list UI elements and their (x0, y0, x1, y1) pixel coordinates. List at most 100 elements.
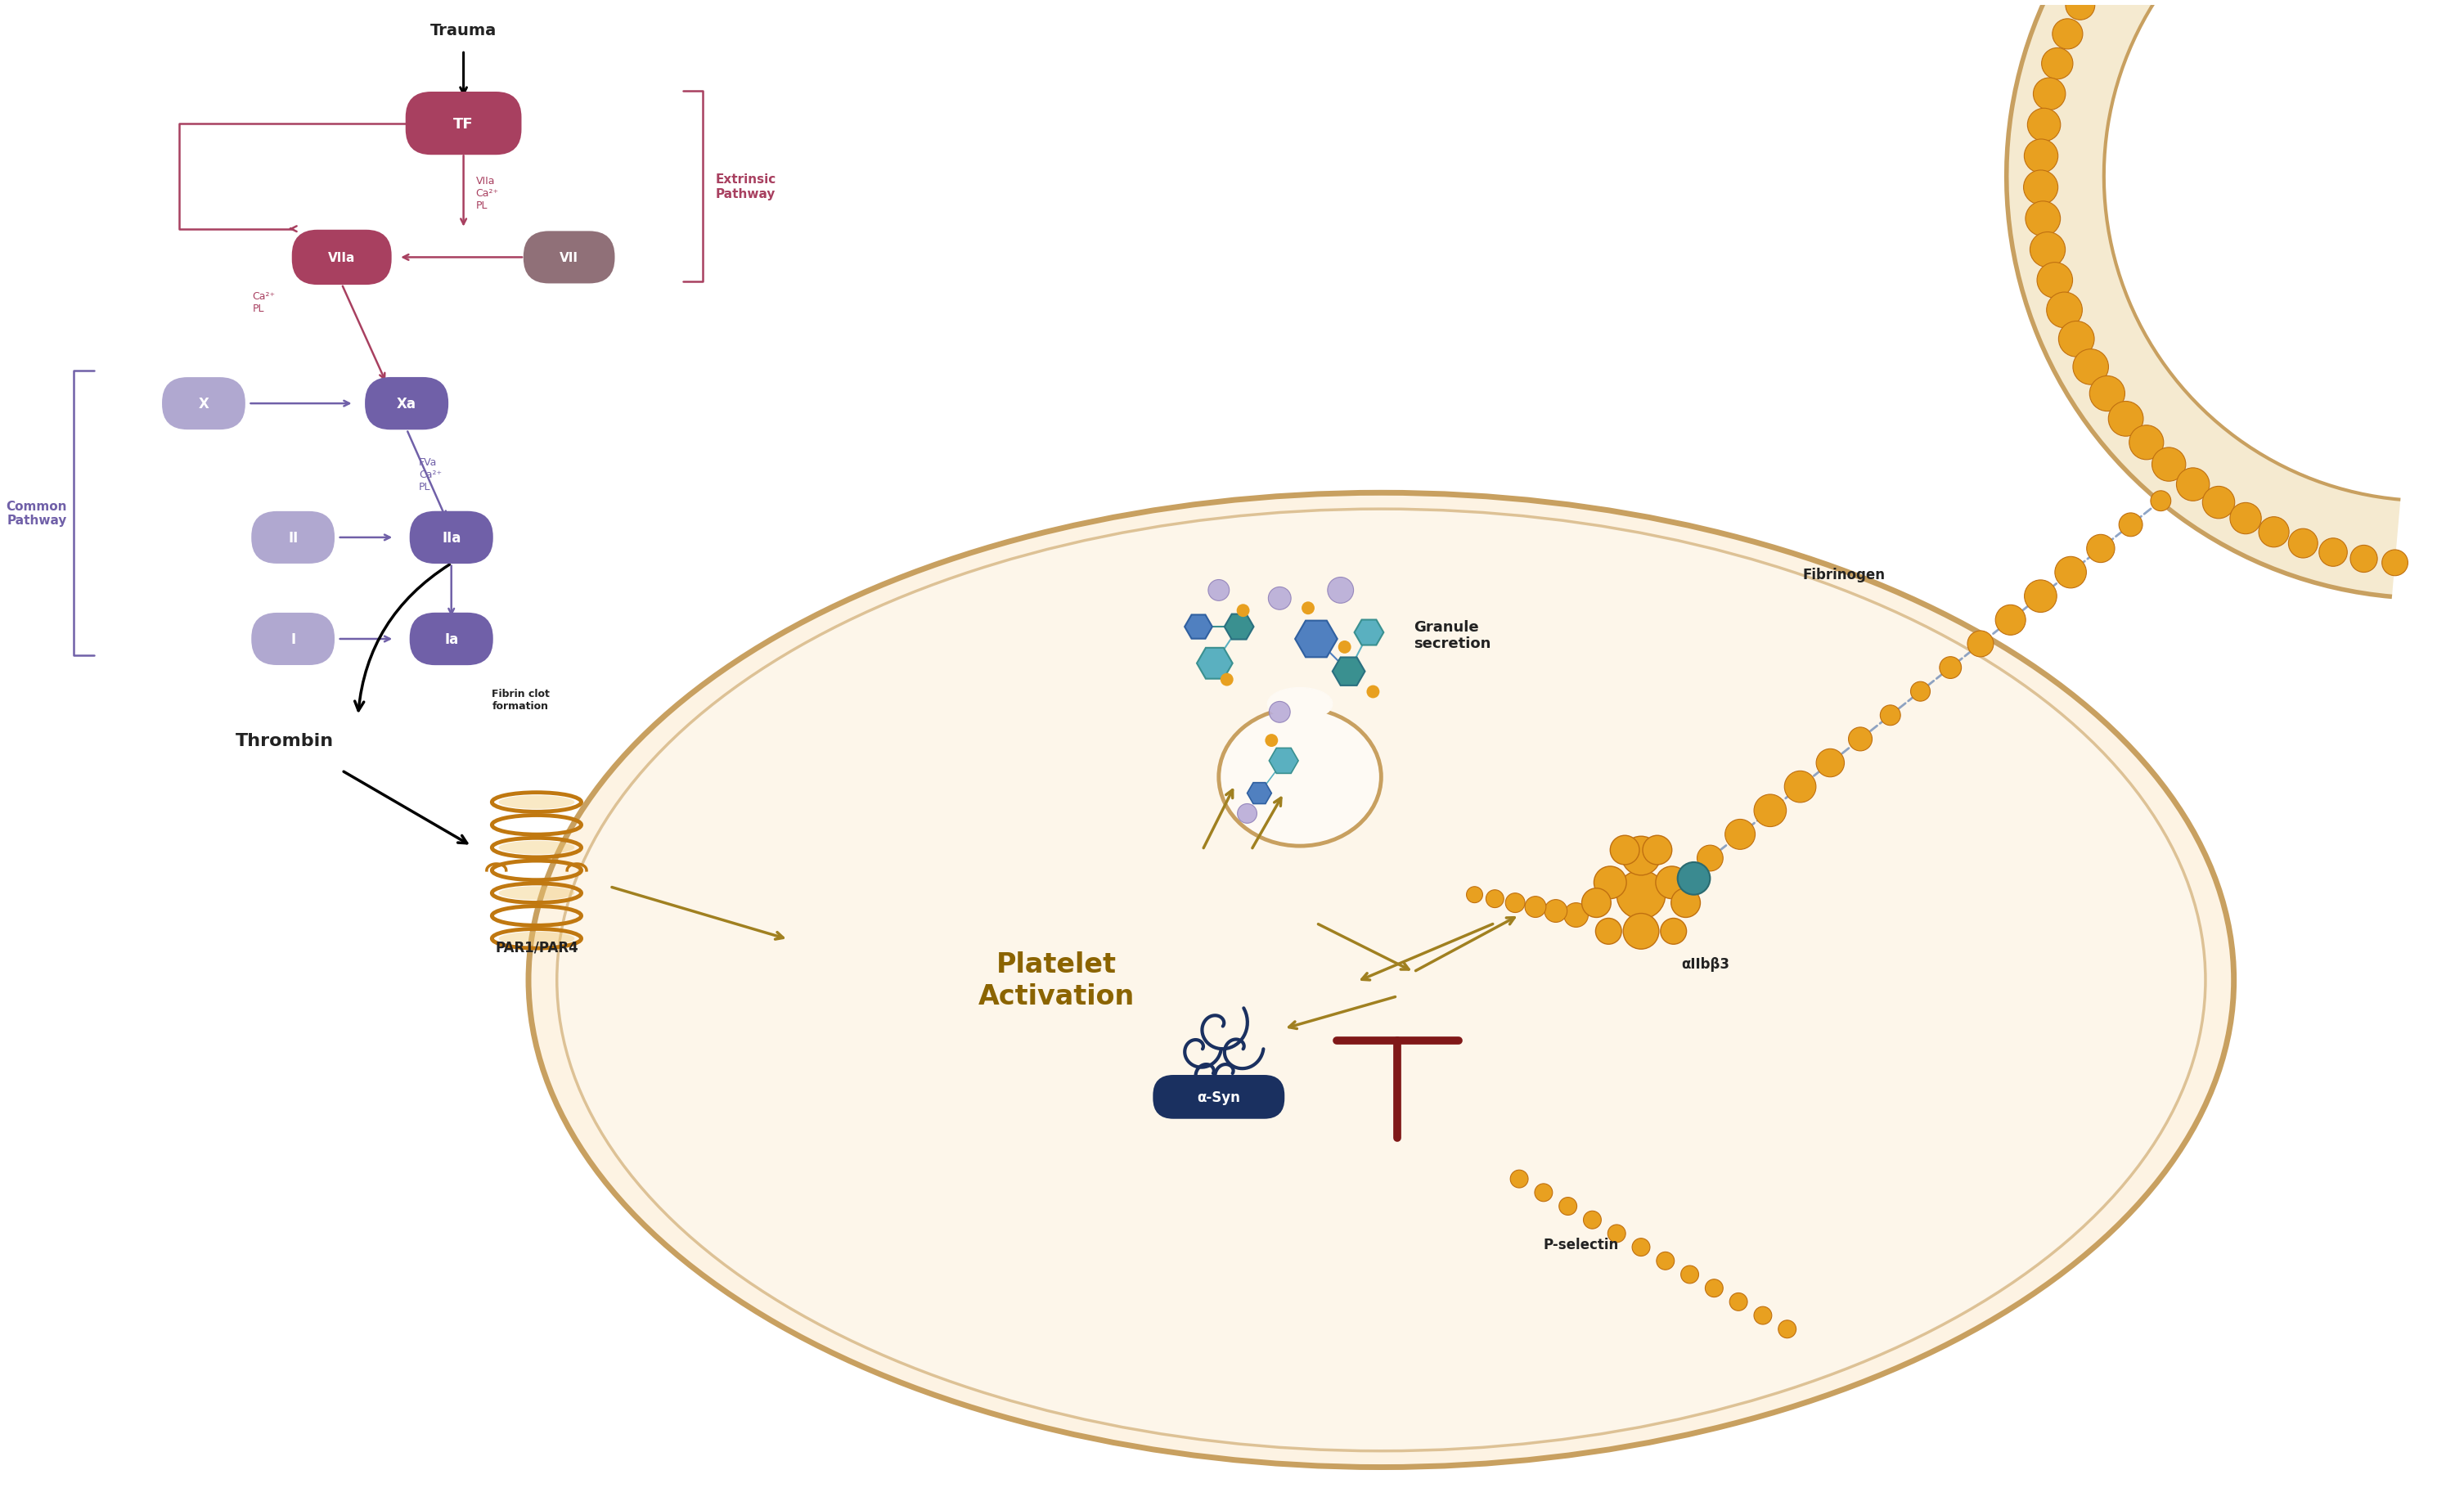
Circle shape (1939, 657, 1961, 680)
Circle shape (2048, 293, 2082, 328)
Circle shape (1996, 605, 2025, 636)
Polygon shape (1247, 783, 1271, 804)
Circle shape (1624, 913, 1658, 949)
FancyBboxPatch shape (251, 614, 333, 665)
Text: Xa: Xa (397, 397, 416, 412)
FancyBboxPatch shape (525, 232, 614, 283)
Circle shape (1338, 641, 1350, 654)
Circle shape (2030, 232, 2065, 268)
Text: IIa: IIa (441, 530, 461, 545)
Circle shape (2087, 534, 2114, 563)
Circle shape (1730, 1293, 1747, 1311)
Circle shape (1616, 871, 1666, 919)
Circle shape (1237, 804, 1257, 823)
Circle shape (1621, 837, 1661, 876)
Circle shape (1698, 846, 1722, 871)
Circle shape (1661, 919, 1685, 945)
Polygon shape (1269, 748, 1299, 774)
Ellipse shape (498, 933, 574, 946)
Circle shape (1656, 867, 1688, 900)
Ellipse shape (498, 795, 574, 810)
Circle shape (1597, 919, 1621, 945)
Text: Trauma: Trauma (431, 22, 498, 39)
Circle shape (2151, 448, 2186, 482)
Circle shape (1368, 686, 1380, 699)
Circle shape (1784, 771, 1816, 802)
Text: α-Syn: α-Syn (1198, 1090, 1239, 1105)
Circle shape (1510, 1171, 1528, 1189)
Text: Fibrinogen: Fibrinogen (1804, 567, 1885, 582)
Circle shape (2023, 171, 2057, 205)
Circle shape (1269, 702, 1291, 723)
Circle shape (1328, 578, 1353, 603)
Circle shape (1754, 795, 1786, 826)
Text: PAR1/PAR4: PAR1/PAR4 (495, 940, 579, 955)
FancyBboxPatch shape (407, 93, 520, 154)
Circle shape (1584, 1211, 1602, 1229)
FancyBboxPatch shape (251, 513, 333, 563)
Ellipse shape (1220, 708, 1382, 846)
Circle shape (1582, 889, 1611, 918)
Text: I: I (291, 632, 296, 647)
Circle shape (2151, 491, 2171, 512)
Circle shape (2351, 545, 2378, 573)
Circle shape (1525, 897, 1545, 918)
Polygon shape (1225, 614, 1254, 639)
Text: Common
Pathway: Common Pathway (7, 500, 67, 527)
Circle shape (1565, 903, 1589, 928)
FancyBboxPatch shape (411, 513, 493, 563)
Polygon shape (1185, 615, 1212, 639)
Text: P-selectin: P-selectin (1542, 1237, 1619, 1251)
Circle shape (2043, 48, 2072, 79)
Circle shape (2072, 350, 2109, 385)
Circle shape (1680, 1265, 1698, 1283)
Text: αIIbβ3: αIIbβ3 (1680, 957, 1730, 972)
Circle shape (1816, 748, 1846, 777)
Circle shape (2057, 322, 2094, 358)
Polygon shape (1355, 620, 1385, 645)
Circle shape (2176, 469, 2210, 501)
Circle shape (1466, 886, 1483, 903)
FancyBboxPatch shape (163, 379, 244, 430)
Circle shape (1237, 605, 1249, 617)
Text: II: II (288, 530, 298, 545)
Circle shape (2119, 513, 2144, 537)
Text: VIIa: VIIa (328, 251, 355, 263)
Polygon shape (1333, 657, 1365, 686)
Text: Thrombin: Thrombin (237, 732, 335, 748)
Circle shape (2289, 528, 2319, 558)
Circle shape (2055, 557, 2087, 588)
Circle shape (1678, 862, 1710, 895)
Circle shape (1269, 587, 1291, 611)
Circle shape (1301, 602, 1316, 615)
Polygon shape (1296, 621, 1338, 657)
Circle shape (2033, 78, 2065, 111)
Circle shape (2089, 376, 2124, 412)
Circle shape (2383, 551, 2407, 576)
Ellipse shape (557, 509, 2205, 1451)
Ellipse shape (498, 841, 574, 855)
Polygon shape (2006, 0, 2400, 597)
Circle shape (2203, 487, 2235, 519)
Circle shape (1671, 889, 1700, 918)
Text: FVa
Ca²⁺
PL: FVa Ca²⁺ PL (419, 457, 441, 493)
Circle shape (1754, 1307, 1772, 1325)
Circle shape (2038, 263, 2072, 298)
Circle shape (2065, 0, 2094, 21)
Text: TF: TF (453, 117, 473, 132)
FancyBboxPatch shape (411, 614, 493, 665)
Circle shape (2025, 139, 2057, 174)
Circle shape (1594, 867, 1626, 900)
Text: Platelet
Activation: Platelet Activation (978, 951, 1133, 1009)
Circle shape (2053, 19, 2082, 49)
Circle shape (2230, 503, 2262, 534)
FancyBboxPatch shape (293, 232, 389, 284)
Text: Granule
secretion: Granule secretion (1414, 620, 1491, 651)
Text: X: X (200, 397, 209, 412)
Circle shape (1631, 1238, 1651, 1256)
Circle shape (1207, 581, 1230, 602)
Polygon shape (1198, 648, 1232, 680)
Circle shape (1560, 1198, 1577, 1216)
FancyBboxPatch shape (367, 379, 448, 430)
Circle shape (2028, 109, 2060, 142)
